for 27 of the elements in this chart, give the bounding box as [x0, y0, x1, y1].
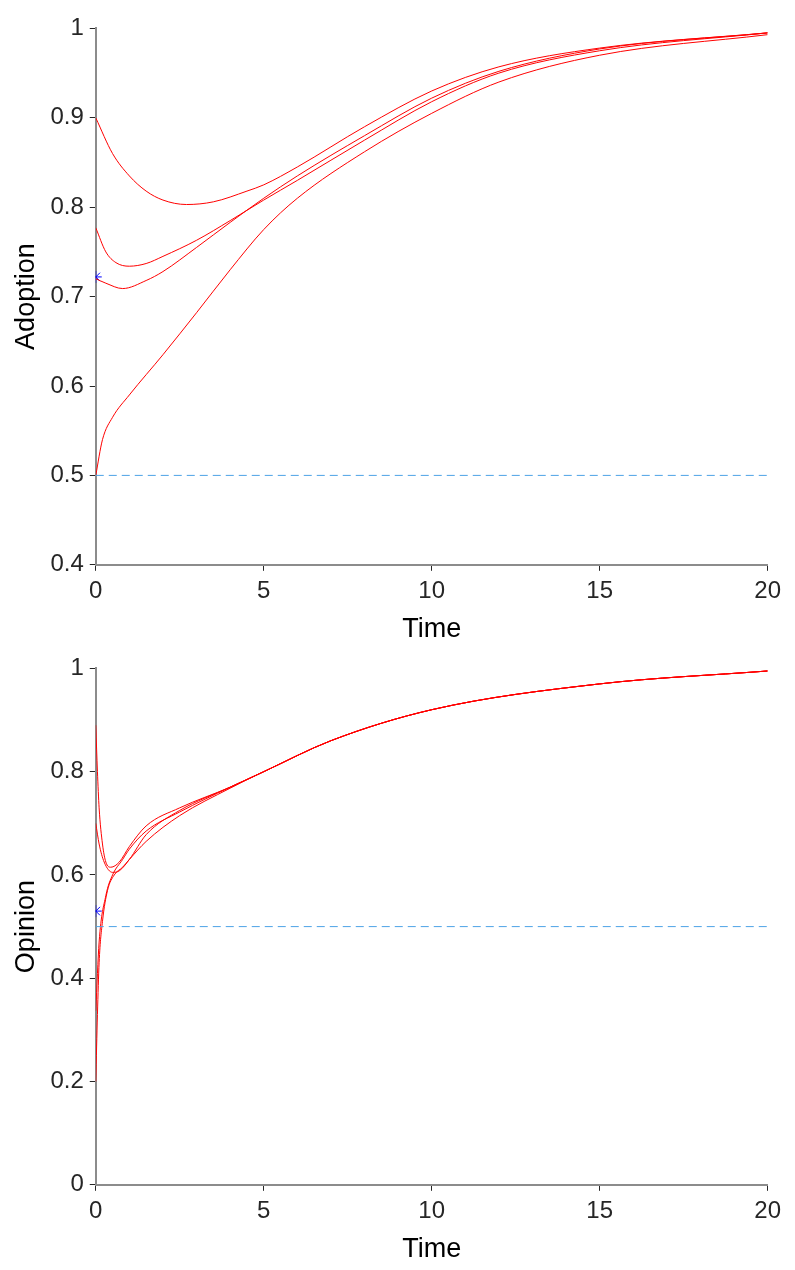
- y-tick-label: 0.2: [50, 1066, 84, 1094]
- y-tick-label: 0.6: [50, 370, 84, 398]
- x-tick-label: 10: [418, 1195, 446, 1223]
- y-axis-title: Adoption: [9, 243, 40, 350]
- x-tick-label: 15: [586, 1195, 614, 1223]
- x-tick-label: 15: [586, 575, 614, 603]
- y-tick-label: 0.7: [50, 281, 84, 309]
- y-tick-label: 0: [70, 1169, 84, 1197]
- y-tick-label: 0.9: [50, 102, 84, 130]
- y-tick-label: 0.4: [50, 549, 84, 577]
- x-tick-label: 5: [257, 575, 271, 603]
- y-tick-label: 0.4: [50, 962, 84, 990]
- x-axis-title: Time: [402, 1233, 462, 1264]
- y-tick-label: 1: [70, 653, 84, 681]
- y-tick-label: 0.6: [50, 859, 84, 887]
- x-tick-label: 5: [257, 1195, 271, 1223]
- x-tick-label: 0: [89, 1195, 103, 1223]
- y-tick-label: 0.5: [50, 460, 84, 488]
- y-tick-label: 0.8: [50, 756, 84, 784]
- x-axis-title: Time: [402, 613, 462, 644]
- y-tick-label: 1: [70, 13, 84, 41]
- x-tick-label: 0: [89, 575, 103, 603]
- x-tick-label: 20: [754, 575, 781, 603]
- y-axis-title: Opinion: [9, 880, 40, 974]
- x-tick-label: 10: [418, 575, 446, 603]
- y-tick-label: 0.8: [50, 191, 84, 219]
- x-tick-label: 20: [754, 1195, 781, 1223]
